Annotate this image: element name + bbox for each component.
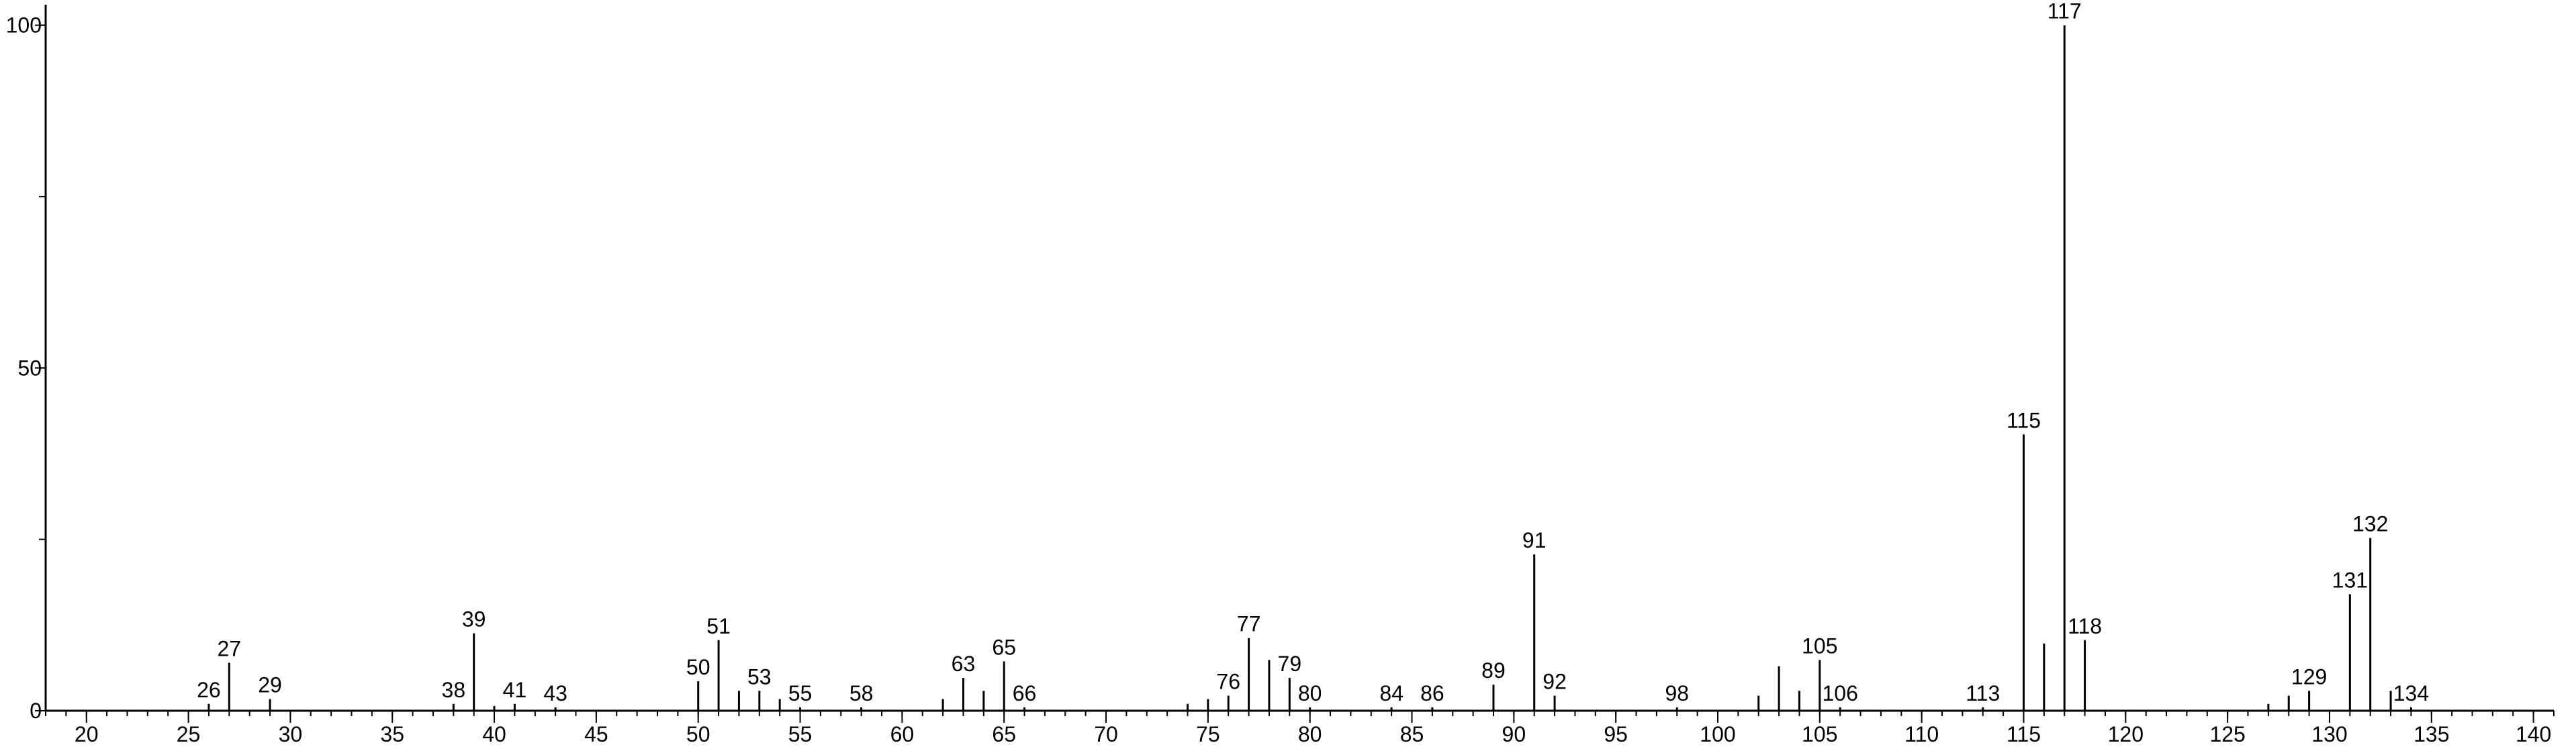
peak-label: 105	[1802, 634, 1837, 658]
x-tick-label: 45	[584, 722, 608, 746]
peak-label: 53	[747, 664, 772, 689]
x-tick-label: 140	[2516, 722, 2551, 746]
x-tick-label: 40	[482, 722, 506, 746]
x-tick-label: 20	[75, 722, 99, 746]
peak-label: 117	[2048, 0, 2082, 23]
peak-label: 41	[503, 678, 527, 702]
x-tick-label: 70	[1094, 722, 1118, 746]
x-tick-label: 90	[1502, 722, 1526, 746]
x-tick-label: 110	[1904, 722, 1939, 746]
peak-label: 63	[952, 652, 976, 676]
peak-label: 89	[1481, 658, 1506, 683]
x-tick-label: 55	[788, 722, 813, 746]
x-tick-label: 120	[2108, 722, 2144, 746]
peak-label: 26	[197, 678, 221, 702]
peak-label: 29	[258, 673, 282, 697]
peak-label: 106	[1822, 681, 1857, 705]
peak-label: 76	[1216, 670, 1240, 694]
x-tick-label: 30	[279, 722, 303, 746]
x-tick-label: 130	[2311, 722, 2347, 746]
peak-label: 113	[1966, 681, 2000, 705]
peak-label: 27	[217, 637, 241, 661]
peak-label: 92	[1543, 670, 1567, 694]
y-tick-label: 100	[6, 13, 42, 38]
x-tick-label: 100	[1700, 722, 1735, 746]
peak-label: 80	[1298, 681, 1322, 705]
peak-label: 58	[849, 681, 874, 705]
peak-label: 38	[442, 678, 466, 702]
y-tick-label: 0	[30, 699, 42, 723]
x-tick-label: 65	[992, 722, 1016, 746]
peak-label: 132	[2352, 512, 2388, 536]
peak-label: 39	[462, 607, 486, 632]
peak-label: 131	[2332, 568, 2368, 592]
peak-label: 86	[1420, 681, 1444, 705]
x-tick-label: 80	[1298, 722, 1322, 746]
x-tick-label: 135	[2413, 722, 2449, 746]
x-tick-label: 115	[2007, 722, 2041, 746]
x-tick-label: 75	[1196, 722, 1220, 746]
y-tick-label: 50	[17, 356, 42, 380]
peak-label: 79	[1278, 652, 1302, 676]
peak-label: 65	[992, 635, 1016, 659]
peak-label: 55	[788, 681, 813, 705]
x-tick-label: 35	[380, 722, 404, 746]
peak-label: 77	[1237, 612, 1261, 636]
x-tick-label: 25	[177, 722, 201, 746]
x-tick-label: 125	[2209, 722, 2245, 746]
peak-label: 129	[2291, 664, 2327, 689]
x-tick-label: 85	[1400, 722, 1424, 746]
peak-label: 50	[686, 655, 710, 679]
x-tick-label: 105	[1802, 722, 1837, 746]
peak-label: 134	[2393, 681, 2429, 705]
x-tick-label: 95	[1604, 722, 1628, 746]
peak-label: 115	[2007, 408, 2041, 432]
x-tick-label: 50	[686, 722, 710, 746]
peak-label: 98	[1665, 681, 1689, 705]
peak-label: 66	[1013, 681, 1037, 705]
peak-label: 91	[1522, 528, 1547, 552]
peak-label: 84	[1379, 681, 1404, 705]
peak-label: 43	[543, 681, 567, 705]
peak-label: 118	[2068, 614, 2102, 638]
peak-label: 51	[706, 614, 731, 638]
x-tick-label: 60	[890, 722, 915, 746]
